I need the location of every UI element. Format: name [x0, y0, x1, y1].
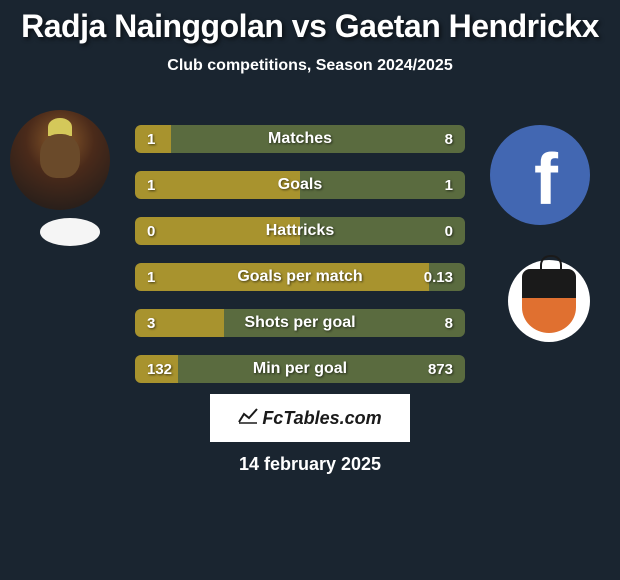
- player-avatar-left: [10, 110, 110, 210]
- source-logo-text: FcTables.com: [262, 408, 381, 429]
- stat-row: 11Goals: [135, 171, 465, 199]
- stat-label: Goals: [135, 176, 465, 194]
- stats-bars: 18Matches 11Goals 00Hattricks 10.13Goals pe…: [135, 125, 465, 401]
- club-shield-icon: [522, 269, 576, 333]
- stat-row: 38Shots per goal: [135, 309, 465, 337]
- club-badge-left: [40, 218, 100, 246]
- facebook-glyph: f: [534, 139, 558, 221]
- stat-label: Matches: [135, 130, 465, 148]
- stat-row: 132873Min per goal: [135, 355, 465, 383]
- facebook-icon[interactable]: f: [490, 125, 590, 225]
- page-title: Radja Nainggolan vs Gaetan Hendrickx: [0, 0, 620, 45]
- stat-label: Min per goal: [135, 360, 465, 378]
- stat-label: Shots per goal: [135, 314, 465, 332]
- stat-row: 18Matches: [135, 125, 465, 153]
- stat-label: Hattricks: [135, 222, 465, 240]
- stat-row: 00Hattricks: [135, 217, 465, 245]
- club-badge-right: [508, 260, 590, 342]
- date-label: 14 february 2025: [0, 454, 620, 475]
- source-logo[interactable]: FcTables.com: [210, 394, 410, 442]
- stat-label: Goals per match: [135, 268, 465, 286]
- chart-icon: [238, 408, 258, 429]
- subtitle: Club competitions, Season 2024/2025: [0, 57, 620, 75]
- stat-row: 10.13Goals per match: [135, 263, 465, 291]
